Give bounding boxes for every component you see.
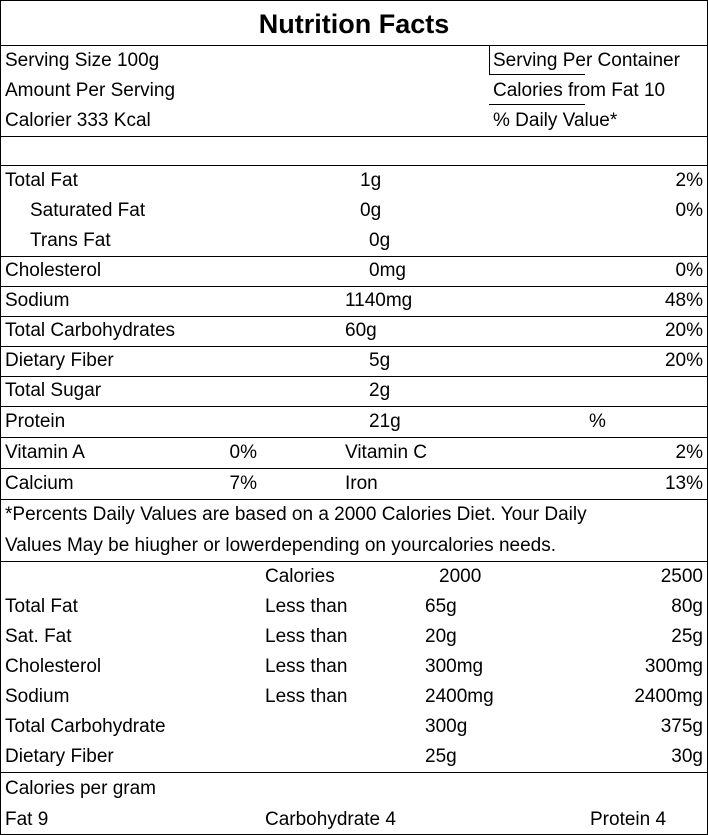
nutrient-amount: 0mg — [369, 260, 406, 281]
reference-row-name: Total Carbohydrate — [5, 716, 166, 737]
divider — [1, 772, 707, 773]
fat-per-gram: Fat 9 — [5, 809, 49, 830]
reference-header-col1: 2000 — [439, 566, 482, 587]
vitamin-value: 7% — [229, 473, 257, 494]
footnote-line: *Percents Daily Values are based on a 20… — [5, 504, 587, 525]
header-underline — [489, 74, 585, 75]
reference-row-qualifier: Less than — [265, 656, 348, 677]
nutrient-name: Trans Fat — [30, 230, 111, 251]
nutrient-amount: 21g — [369, 411, 401, 432]
nutrient-dv: 0% — [675, 260, 703, 281]
vitamin-name: Vitamin C — [345, 442, 428, 463]
divider — [1, 346, 707, 347]
nutrient-name: Total Fat — [5, 170, 78, 191]
footnote-line: Values May be hiugher or lowerdepending … — [5, 535, 556, 556]
reference-row-name: Total Fat — [5, 596, 78, 617]
header-vline — [489, 45, 490, 75]
nutrient-name: Dietary Fiber — [5, 350, 114, 371]
reference-row-col2: 80g — [671, 596, 703, 617]
vitamin-value: 2% — [675, 442, 703, 463]
vitamin-name: Calcium — [5, 473, 74, 494]
nutrient-name: Sodium — [5, 290, 70, 311]
reference-header-label: Calories — [265, 566, 335, 587]
vitamin-value: 0% — [229, 442, 257, 463]
nutrient-amount: 2g — [369, 380, 391, 401]
label-title: Nutrition Facts — [258, 9, 450, 39]
serving-size: Serving Size 100g — [5, 50, 160, 71]
reference-row-col1: 25g — [425, 746, 457, 767]
reference-row-col2: 2400mg — [634, 686, 703, 707]
reference-row-col1: 20g — [425, 626, 457, 647]
nutrient-name: Cholesterol — [5, 260, 102, 281]
calories-from-fat: Calories from Fat 10 — [493, 80, 666, 101]
carbohydrate-per-gram: Carbohydrate 4 — [265, 809, 396, 830]
nutrient-amount: 60g — [345, 320, 377, 341]
nutrient-amount: 0g — [360, 200, 382, 221]
reference-row-name: Sat. Fat — [5, 626, 72, 647]
daily-value-heading: % Daily Value* — [493, 110, 618, 131]
amount-per-serving: Amount Per Serving — [5, 80, 176, 101]
header-underline — [489, 104, 585, 105]
divider — [1, 165, 707, 166]
reference-row-col1: 65g — [425, 596, 457, 617]
reference-row-name: Cholesterol — [5, 656, 102, 677]
nutrient-dv: 20% — [664, 320, 703, 341]
protein-per-gram: Protein 4 — [590, 809, 667, 830]
divider — [1, 316, 707, 317]
divider — [1, 45, 707, 46]
reference-header-col2: 2500 — [660, 566, 703, 587]
nutrient-name: Saturated Fat — [30, 200, 146, 221]
vitamin-name: Iron — [345, 473, 378, 494]
nutrient-amount: 5g — [369, 350, 391, 371]
divider — [1, 468, 707, 469]
divider — [1, 561, 707, 562]
calories-per-gram-heading: Calories per gram — [5, 778, 156, 799]
nutrient-amount: 1g — [360, 170, 382, 191]
nutrient-amount: 1140mg — [345, 290, 413, 311]
nutrient-name: Protein — [5, 411, 66, 432]
reference-row-qualifier: Less than — [265, 686, 348, 707]
serving-per-container: Serving Per Container — [493, 50, 680, 71]
reference-row-name: Sodium — [5, 686, 70, 707]
divider — [1, 499, 707, 500]
calories: Calorier 333 Kcal — [5, 110, 151, 131]
vitamin-name: Vitamin A — [5, 442, 85, 463]
nutrient-dv: 48% — [664, 290, 703, 311]
reference-row-col2: 30g — [671, 746, 703, 767]
vitamin-value: 13% — [664, 473, 703, 494]
divider — [1, 406, 707, 407]
reference-row-col1: 2400mg — [425, 686, 494, 707]
nutrient-dv: 2% — [675, 170, 703, 191]
nutrient-dv: % — [589, 411, 606, 432]
nutrient-name: Total Sugar — [5, 380, 102, 401]
nutrient-dv: 0% — [675, 200, 703, 221]
nutrient-name: Total Carbohydrates — [5, 320, 176, 341]
reference-row-qualifier: Less than — [265, 626, 348, 647]
reference-row-qualifier: Less than — [265, 596, 348, 617]
reference-row-col2: 375g — [660, 716, 703, 737]
divider — [1, 286, 707, 287]
reference-row-col2: 25g — [671, 626, 703, 647]
reference-row-col1: 300g — [425, 716, 468, 737]
reference-row-col1: 300mg — [425, 656, 484, 677]
reference-row-col2: 300mg — [644, 656, 703, 677]
reference-row-name: Dietary Fiber — [5, 746, 114, 767]
divider — [1, 437, 707, 438]
nutrient-dv: 20% — [664, 350, 703, 371]
divider — [1, 376, 707, 377]
nutrient-amount: 0g — [369, 230, 391, 251]
divider — [1, 136, 707, 137]
divider — [1, 256, 707, 257]
